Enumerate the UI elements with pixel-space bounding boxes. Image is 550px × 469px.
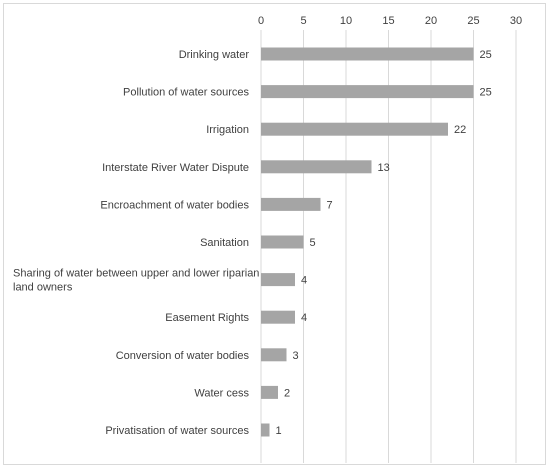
- bar: [261, 273, 295, 287]
- bars: [261, 47, 474, 437]
- data-label: 5: [310, 237, 316, 249]
- data-label: 13: [378, 162, 390, 174]
- x-tick-label: 10: [340, 15, 352, 27]
- category-label: Pollution of water sources: [123, 87, 249, 99]
- data-label: 2: [284, 387, 290, 399]
- category-label: Encroachment of water bodies: [100, 199, 249, 211]
- x-tick-label: 0: [258, 15, 264, 27]
- category-label: Sharing of water between upper and lower…: [13, 268, 259, 280]
- bar: [261, 122, 448, 136]
- bar: [261, 85, 474, 99]
- bar: [261, 197, 321, 211]
- data-label: 3: [293, 350, 299, 362]
- category-label: Irrigation: [206, 124, 249, 136]
- bar: [261, 310, 295, 324]
- category-label: Sanitation: [200, 237, 249, 249]
- data-label: 1: [276, 425, 282, 437]
- data-labels: 25 25 22 13 7 5 4 4 3 2 1: [276, 49, 492, 437]
- category-label: Easement Rights: [165, 312, 249, 324]
- bar: [261, 160, 372, 174]
- x-axis-ticks: 0 5 10 15 20 25 30: [258, 15, 522, 27]
- bar: [261, 348, 287, 362]
- category-label: Water cess: [194, 387, 249, 399]
- bar: [261, 235, 304, 249]
- category-label: Conversion of water bodies: [116, 350, 250, 362]
- x-tick-label: 30: [510, 15, 522, 27]
- x-tick-label: 5: [300, 15, 306, 27]
- data-label: 4: [301, 312, 307, 324]
- data-label: 22: [454, 124, 466, 136]
- x-tick-label: 15: [382, 15, 394, 27]
- category-label: Interstate River Water Dispute: [102, 162, 249, 174]
- x-tick-label: 25: [467, 15, 479, 27]
- data-label: 7: [327, 199, 333, 211]
- bar: [261, 47, 474, 61]
- bar: [261, 423, 270, 437]
- category-label: land owners: [13, 282, 73, 294]
- data-label: 25: [480, 49, 492, 61]
- bar: [261, 385, 278, 399]
- category-label: Privatisation of water sources: [105, 425, 249, 437]
- x-tick-label: 20: [425, 15, 437, 27]
- category-labels: Drinking water Pollution of water sources…: [13, 49, 259, 437]
- data-label: 25: [480, 87, 492, 99]
- data-label: 4: [301, 275, 307, 287]
- category-label: Drinking water: [179, 49, 250, 61]
